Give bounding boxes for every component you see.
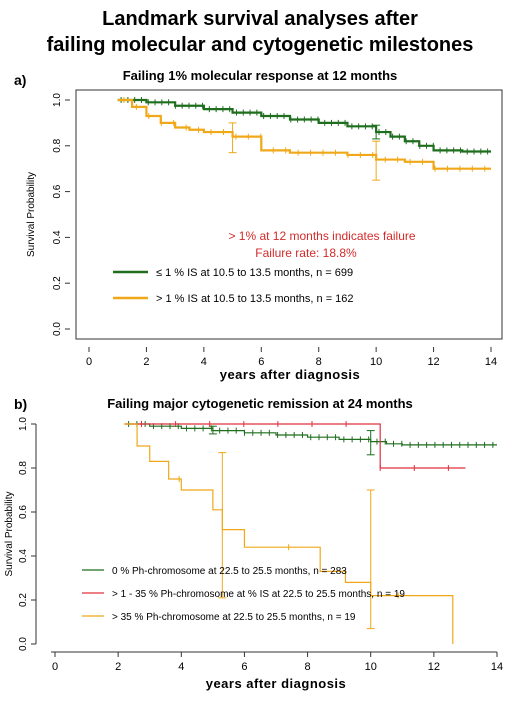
- survival-chart-a: 0 2 4 6 8 10 12 14 0.0 0.2 0.4 0.6 0.8 1.0 years after…: [26, 89, 503, 382]
- page-title-line-2: failing molecular and cytogenetic milest…: [46, 34, 474, 56]
- y-tick-label: 0.6: [18, 505, 29, 519]
- page-title-line-1: Landmark survival analyses after: [102, 8, 418, 30]
- y-tick-label: 1.0: [52, 93, 63, 107]
- panel-b-letter: b): [14, 396, 28, 412]
- y-tick-label: 0.6: [52, 184, 63, 198]
- annotation-failure-criterion: > 1% at 12 months indicates failure: [228, 229, 415, 243]
- x-tick-label: 2: [115, 661, 121, 673]
- x-tick-label: 0: [52, 661, 58, 673]
- panel-a-title: Failing 1% molecular response at 12 mont…: [122, 68, 398, 83]
- x-tick-label: 4: [178, 661, 184, 673]
- x-tick-label: 6: [258, 356, 264, 368]
- legend-label-2: > 1 % IS at 10.5 to 13.5 months, n = 162: [156, 293, 354, 305]
- x-tick-label: 10: [365, 661, 377, 673]
- y-tick-label: 1.0: [18, 417, 29, 431]
- series-3-curve: [124, 423, 454, 644]
- x-tick-label: 2: [143, 356, 149, 368]
- x-tick-label: 14: [491, 661, 503, 673]
- y-tick-label: 0.8: [52, 138, 63, 152]
- y-tick-label: 0.4: [18, 549, 29, 563]
- series-2-curve: [124, 423, 466, 469]
- y-tick-label: 0.2: [18, 593, 29, 607]
- annotation-failure-rate: Failure rate: 18.8%: [255, 246, 357, 260]
- x-tick-label: 12: [427, 356, 439, 368]
- legend-label-1: 0 % Ph-chromosome at 22.5 to 25.5 months…: [112, 566, 347, 577]
- x-tick-label: 6: [241, 661, 247, 673]
- x-tick-label: 10: [370, 356, 382, 368]
- y-axis-title: Survival Probability: [26, 172, 37, 257]
- plot-frame: [75, 89, 503, 340]
- y-axis-title: Survival Probability: [4, 491, 15, 576]
- x-tick-label: 8: [305, 661, 311, 673]
- series-2-curve: [117, 98, 491, 170]
- x-tick-label: 14: [485, 356, 497, 368]
- y-tick-label: 0.2: [52, 276, 63, 290]
- x-tick-label: 4: [201, 356, 207, 368]
- x-axis-title: years after diagnosis: [220, 367, 361, 382]
- x-tick-label: 0: [86, 356, 92, 368]
- x-axis-title: years after diagnosis: [206, 676, 347, 691]
- y-tick-label: 0.4: [52, 230, 63, 244]
- series-1-curve: [117, 98, 491, 153]
- y-tick-label: 0.0: [52, 322, 63, 336]
- x-tick-label: 12: [428, 661, 440, 673]
- survival-chart-b: 0 2 4 6 8 10 12 14 0.0 0.2 0.4 0.6 0.8 1.0 years after…: [4, 417, 503, 691]
- panel-b-title: Failing major cytogenetic remission at 2…: [107, 396, 413, 411]
- x-tick-label: 8: [316, 356, 322, 368]
- legend-label-2: > 1 - 35 % Ph-chromosome at % IS at 22.5…: [112, 589, 405, 600]
- legend-label-3: > 35 % Ph-chromosome at 22.5 to 25.5 mon…: [112, 612, 356, 623]
- panel-a-letter: a): [14, 72, 27, 88]
- y-tick-label: 0.0: [18, 637, 29, 651]
- legend-label-1: ≤ 1 % IS at 10.5 to 13.5 months, n = 699: [156, 267, 353, 279]
- y-tick-label: 0.8: [18, 461, 29, 475]
